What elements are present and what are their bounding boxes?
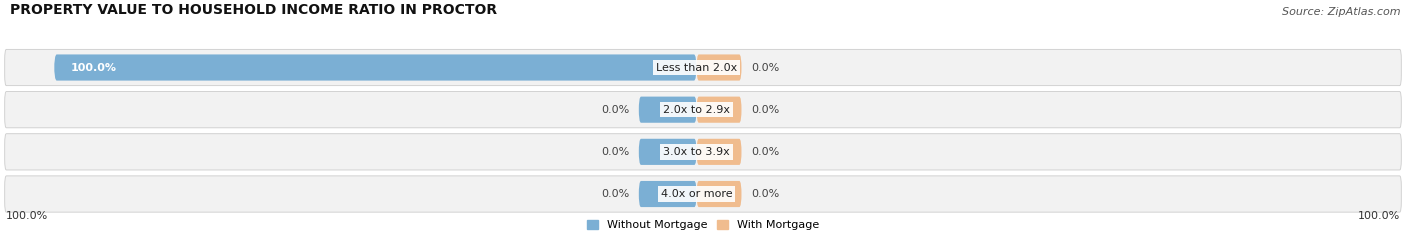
- Text: 0.0%: 0.0%: [600, 189, 628, 199]
- Text: 0.0%: 0.0%: [600, 105, 628, 115]
- Text: 100.0%: 100.0%: [70, 62, 117, 72]
- FancyBboxPatch shape: [4, 134, 1402, 170]
- FancyBboxPatch shape: [55, 55, 696, 81]
- Text: 4.0x or more: 4.0x or more: [661, 189, 733, 199]
- FancyBboxPatch shape: [4, 49, 1402, 86]
- Text: 3.0x to 3.9x: 3.0x to 3.9x: [664, 147, 730, 157]
- FancyBboxPatch shape: [4, 92, 1402, 128]
- Text: 0.0%: 0.0%: [751, 62, 779, 72]
- FancyBboxPatch shape: [638, 97, 696, 123]
- FancyBboxPatch shape: [638, 139, 696, 165]
- Text: 0.0%: 0.0%: [600, 147, 628, 157]
- FancyBboxPatch shape: [696, 55, 741, 81]
- FancyBboxPatch shape: [696, 181, 741, 207]
- Text: 0.0%: 0.0%: [751, 147, 779, 157]
- Text: 0.0%: 0.0%: [751, 189, 779, 199]
- Text: 100.0%: 100.0%: [6, 211, 48, 221]
- Text: Source: ZipAtlas.com: Source: ZipAtlas.com: [1282, 7, 1400, 17]
- FancyBboxPatch shape: [696, 139, 741, 165]
- Text: 100.0%: 100.0%: [1358, 211, 1400, 221]
- FancyBboxPatch shape: [696, 97, 741, 123]
- Legend: Without Mortgage, With Mortgage: Without Mortgage, With Mortgage: [588, 220, 818, 230]
- Text: PROPERTY VALUE TO HOUSEHOLD INCOME RATIO IN PROCTOR: PROPERTY VALUE TO HOUSEHOLD INCOME RATIO…: [10, 3, 496, 17]
- Text: 2.0x to 2.9x: 2.0x to 2.9x: [664, 105, 730, 115]
- Text: 0.0%: 0.0%: [751, 105, 779, 115]
- FancyBboxPatch shape: [638, 181, 696, 207]
- FancyBboxPatch shape: [4, 176, 1402, 212]
- Text: Less than 2.0x: Less than 2.0x: [657, 62, 737, 72]
